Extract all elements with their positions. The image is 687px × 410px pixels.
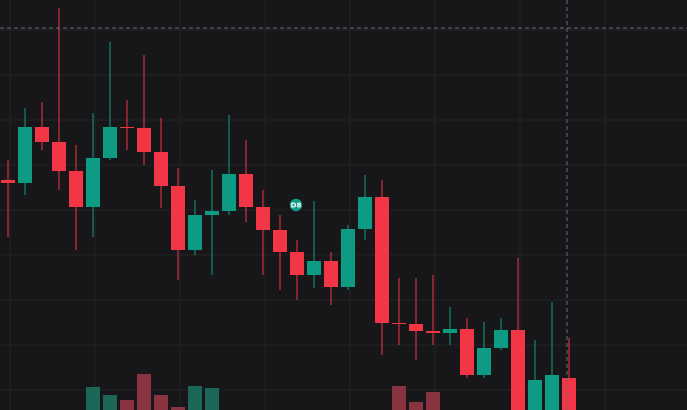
- candle-body: [426, 331, 440, 333]
- volume-bar: [120, 400, 134, 410]
- candle-body: [69, 171, 83, 207]
- candle-body: [273, 230, 287, 252]
- candle-body: [375, 197, 389, 323]
- candle-body: [52, 142, 66, 171]
- candle-body: [409, 324, 423, 331]
- volume-bar: [154, 395, 168, 410]
- volume-bar: [426, 392, 440, 410]
- candle-body: [256, 207, 270, 230]
- candle-body: [137, 128, 151, 152]
- candle-body: [1, 180, 15, 183]
- volume-bar: [409, 402, 423, 410]
- candle-body: [18, 127, 32, 183]
- candle-body: [494, 330, 508, 348]
- candle-body: [511, 330, 525, 410]
- volume-bar: [137, 374, 151, 410]
- volume-bar: [205, 388, 219, 410]
- candle-body: [86, 158, 100, 207]
- badge-circle[interactable]: [288, 197, 304, 213]
- candle-body: [341, 229, 355, 287]
- volume-bar: [392, 386, 406, 410]
- volume-bar: [171, 407, 185, 410]
- candle-body: [239, 174, 253, 207]
- candle-body: [477, 348, 491, 375]
- volume-bar: [86, 387, 100, 410]
- dividend-badge[interactable]: D8: [288, 197, 304, 213]
- candle-body: [324, 261, 338, 287]
- candle-body: [545, 375, 559, 410]
- volume-bar: [103, 395, 117, 410]
- candle-body: [307, 261, 321, 275]
- candle-body: [562, 378, 576, 410]
- badge-label[interactable]: D8: [291, 202, 302, 210]
- candle-body: [443, 329, 457, 333]
- candle-body: [103, 127, 117, 158]
- candle-body: [188, 215, 202, 250]
- candle-body: [460, 329, 474, 375]
- volume-bar: [188, 386, 202, 410]
- candle-body: [392, 323, 406, 324]
- candle-body: [290, 252, 304, 275]
- candle-body: [528, 380, 542, 410]
- candle-body: [358, 197, 372, 229]
- candle-body: [205, 211, 219, 215]
- candle-layer: [1, 8, 576, 410]
- candle-body: [120, 127, 134, 128]
- candle-body: [171, 186, 185, 250]
- candle-body: [222, 174, 236, 211]
- volume-layer: [86, 374, 576, 410]
- candle-body: [154, 152, 168, 186]
- candle-body: [35, 127, 49, 142]
